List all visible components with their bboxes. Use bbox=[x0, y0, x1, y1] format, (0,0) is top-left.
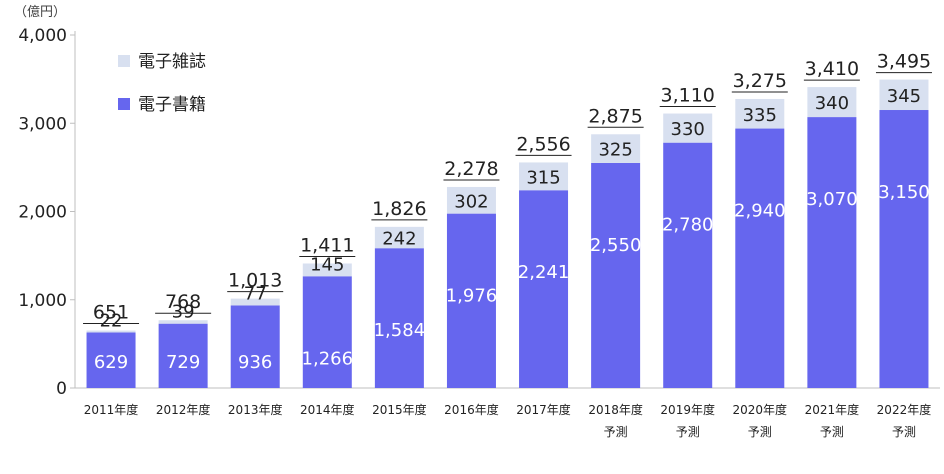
x-tick-label: 2011年度 bbox=[84, 402, 139, 417]
bar-segment-emagazine bbox=[807, 87, 857, 118]
x-tick-label: 2013年度 bbox=[228, 402, 283, 417]
bar-segment-emagazine bbox=[302, 263, 352, 277]
y-tick-label: 2,000 bbox=[18, 203, 67, 223]
bar-segment-ebook bbox=[807, 117, 857, 388]
data-label-total: 3,410 bbox=[805, 58, 859, 80]
x-tick-label: 予測 bbox=[604, 425, 628, 439]
legend-swatch bbox=[118, 98, 130, 110]
data-label-emagazine: 302 bbox=[454, 191, 488, 212]
data-label-emagazine: 335 bbox=[743, 105, 777, 126]
bar-segment-ebook bbox=[879, 110, 929, 388]
x-tick-label: 予測 bbox=[820, 425, 844, 439]
bar-segment-emagazine bbox=[879, 79, 929, 111]
bar-segment-ebook bbox=[374, 248, 424, 388]
legend-label: 電子書籍 bbox=[138, 95, 206, 115]
bar-segment-ebook bbox=[86, 332, 136, 388]
data-label-total: 3,275 bbox=[733, 70, 787, 92]
bar-segment-emagazine bbox=[158, 320, 208, 324]
x-tick-label: 2012年度 bbox=[156, 402, 211, 417]
x-tick-label: 2015年度 bbox=[372, 402, 427, 417]
bar-segment-emagazine bbox=[735, 98, 785, 129]
x-tick-label: 2021年度 bbox=[805, 402, 860, 417]
data-label-emagazine: 340 bbox=[815, 93, 849, 114]
data-label-emagazine: 77 bbox=[244, 283, 267, 304]
data-label-ebook: 2,241 bbox=[518, 262, 570, 283]
data-label-emagazine: 242 bbox=[382, 229, 416, 250]
x-tick-label: 2019年度 bbox=[660, 402, 715, 417]
data-label-emagazine: 39 bbox=[172, 302, 195, 323]
bar-segment-ebook bbox=[158, 323, 208, 388]
bar-segment-ebook bbox=[302, 276, 352, 388]
data-label-ebook: 2,780 bbox=[662, 215, 714, 236]
data-label-ebook: 2,940 bbox=[734, 201, 786, 222]
bar-segment-ebook bbox=[446, 213, 496, 388]
y-tick-label: 0 bbox=[56, 379, 67, 399]
data-label-total: 768 bbox=[165, 291, 201, 313]
legend-swatch bbox=[118, 55, 130, 67]
y-tick-label: 3,000 bbox=[18, 114, 67, 134]
bar-segment-ebook bbox=[735, 128, 785, 389]
x-tick-label: 2022年度 bbox=[877, 402, 932, 417]
data-label-emagazine: 330 bbox=[671, 119, 705, 140]
data-label-ebook: 3,070 bbox=[806, 189, 858, 210]
x-tick-label: 予測 bbox=[892, 425, 916, 439]
data-label-ebook: 3,150 bbox=[878, 182, 930, 203]
data-label-ebook: 936 bbox=[238, 352, 272, 373]
bar-segment-ebook bbox=[519, 190, 569, 388]
x-tick-label: 予測 bbox=[676, 425, 700, 439]
bar-segment-emagazine bbox=[663, 113, 713, 143]
bar-segment-emagazine bbox=[446, 186, 496, 214]
data-label-ebook: 1,266 bbox=[302, 348, 354, 369]
data-label-total: 1,826 bbox=[372, 198, 426, 220]
bar-segment-ebook bbox=[663, 142, 713, 388]
data-label-total: 3,110 bbox=[661, 85, 715, 107]
x-tick-label: 2018年度 bbox=[588, 402, 643, 417]
data-label-ebook: 1,976 bbox=[446, 286, 498, 307]
data-label-emagazine: 22 bbox=[100, 310, 123, 331]
x-tick-label: 2014年度 bbox=[300, 402, 355, 417]
data-label-total: 1,411 bbox=[300, 234, 354, 256]
data-label-emagazine: 325 bbox=[598, 140, 632, 161]
data-label-ebook: 1,584 bbox=[374, 320, 426, 341]
bar-segment-emagazine bbox=[374, 226, 424, 249]
x-tick-label: 2016年度 bbox=[444, 402, 499, 417]
bar-segment-emagazine bbox=[591, 134, 641, 163]
data-label-total: 1,013 bbox=[228, 270, 282, 292]
y-axis-unit-label: （億円） bbox=[14, 4, 66, 20]
bar-segment-ebook bbox=[591, 162, 641, 388]
data-label-ebook: 2,550 bbox=[590, 235, 642, 256]
bar-segment-ebook bbox=[230, 305, 280, 388]
y-tick-label: 1,000 bbox=[18, 291, 67, 311]
data-label-emagazine: 315 bbox=[526, 167, 560, 188]
data-label-total: 2,278 bbox=[444, 158, 498, 180]
y-tick-label: 4,000 bbox=[18, 26, 67, 46]
bar-segment-emagazine bbox=[86, 330, 136, 333]
data-label-total: 2,875 bbox=[588, 105, 642, 127]
bar-segment-emagazine bbox=[230, 298, 280, 306]
x-tick-label: 2017年度 bbox=[516, 402, 571, 417]
legend-label: 電子雑誌 bbox=[138, 52, 206, 72]
data-label-ebook: 629 bbox=[94, 352, 128, 373]
data-label-emagazine: 345 bbox=[887, 86, 921, 107]
data-label-emagazine: 145 bbox=[310, 254, 344, 275]
data-label-ebook: 729 bbox=[166, 352, 200, 373]
data-label-total: 651 bbox=[93, 302, 129, 324]
data-label-total: 2,556 bbox=[516, 133, 570, 155]
bar-segment-emagazine bbox=[519, 162, 569, 191]
data-label-total: 3,495 bbox=[877, 51, 931, 73]
x-tick-label: 予測 bbox=[748, 425, 772, 439]
x-tick-label: 2020年度 bbox=[733, 402, 788, 417]
